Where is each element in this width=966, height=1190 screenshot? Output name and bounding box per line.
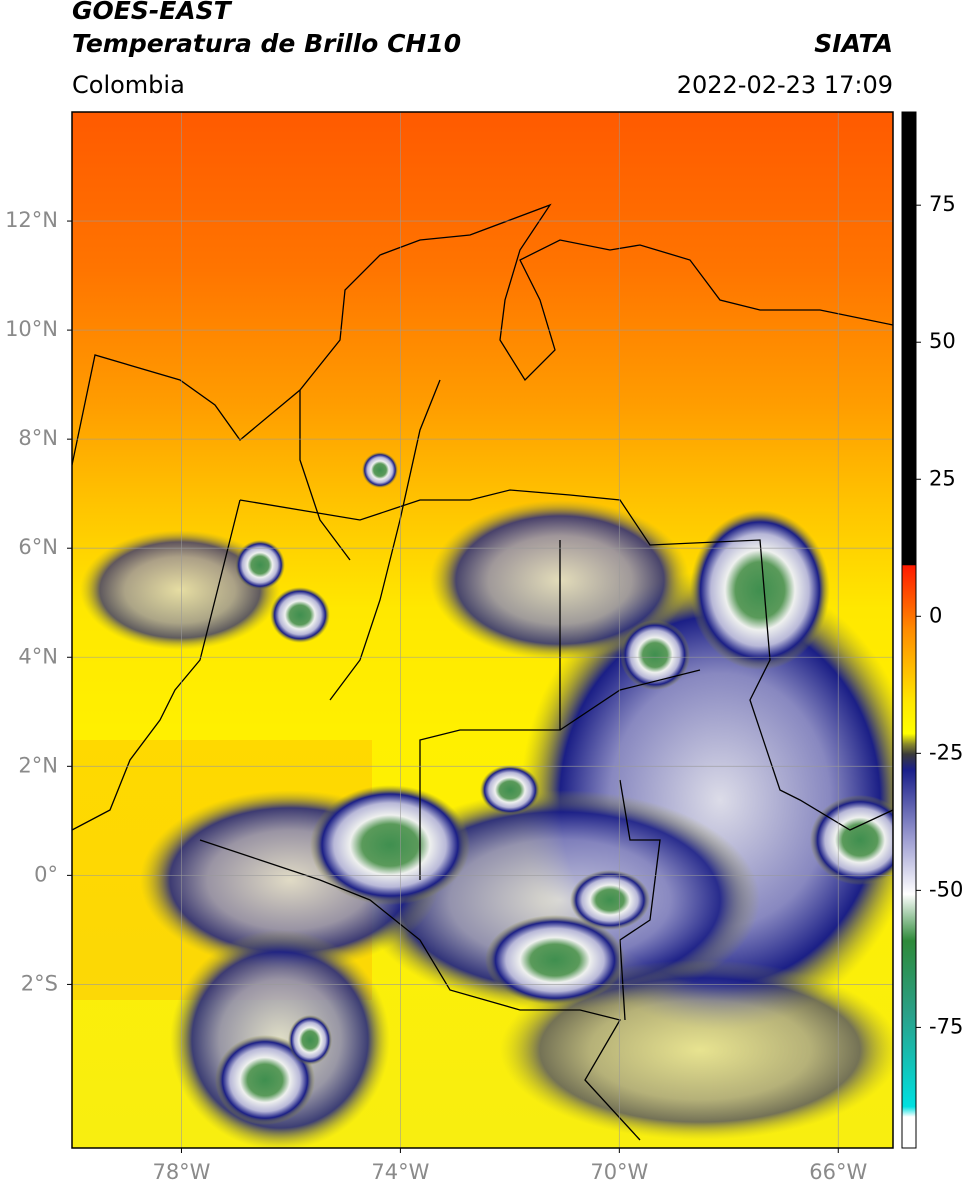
source: SIATA <box>814 29 893 58</box>
x-tick-label: 70°W <box>590 1160 648 1184</box>
colorbar-tick-label: -75 <box>929 1014 963 1038</box>
y-tick-label: 2°S <box>21 971 58 995</box>
colorbar-tick-label: -50 <box>929 877 963 901</box>
colorbar-tick-label: -25 <box>929 740 963 764</box>
colorbar-tick-label: 50 <box>929 329 956 353</box>
region: Colombia <box>72 71 185 99</box>
colorbar <box>901 111 917 1149</box>
y-tick-label: 4°N <box>18 644 58 668</box>
colorbar-tick-label: 0 <box>929 603 942 627</box>
y-tick-label: 6°N <box>18 535 58 559</box>
y-tick-label: 8°N <box>18 426 58 450</box>
colorbar-tick-label: 25 <box>929 466 956 490</box>
datetime: 2022-02-23 17:09 <box>677 71 893 99</box>
x-tick-label: 74°W <box>371 1160 429 1184</box>
y-tick-label: 10°N <box>5 317 58 341</box>
x-tick-label: 66°W <box>809 1160 867 1184</box>
x-tick-label: 78°W <box>152 1160 210 1184</box>
grid <box>72 112 893 1148</box>
colorbar-tick-label: 75 <box>929 192 956 216</box>
subtitle: Temperatura de Brillo CH10 <box>72 29 461 58</box>
y-tick-label: 0° <box>34 862 58 886</box>
map-image <box>72 112 893 1148</box>
map-frame <box>71 111 894 1149</box>
y-tick-label: 2°N <box>18 753 58 777</box>
title: GOES-EAST <box>72 0 233 25</box>
ticks: 78°W 74°W 70°W 66°W 12°N 10°N 8°N 6°N 4°N 2°N 0° 2°… <box>5 192 963 1184</box>
y-tick-label: 12°N <box>5 208 58 232</box>
